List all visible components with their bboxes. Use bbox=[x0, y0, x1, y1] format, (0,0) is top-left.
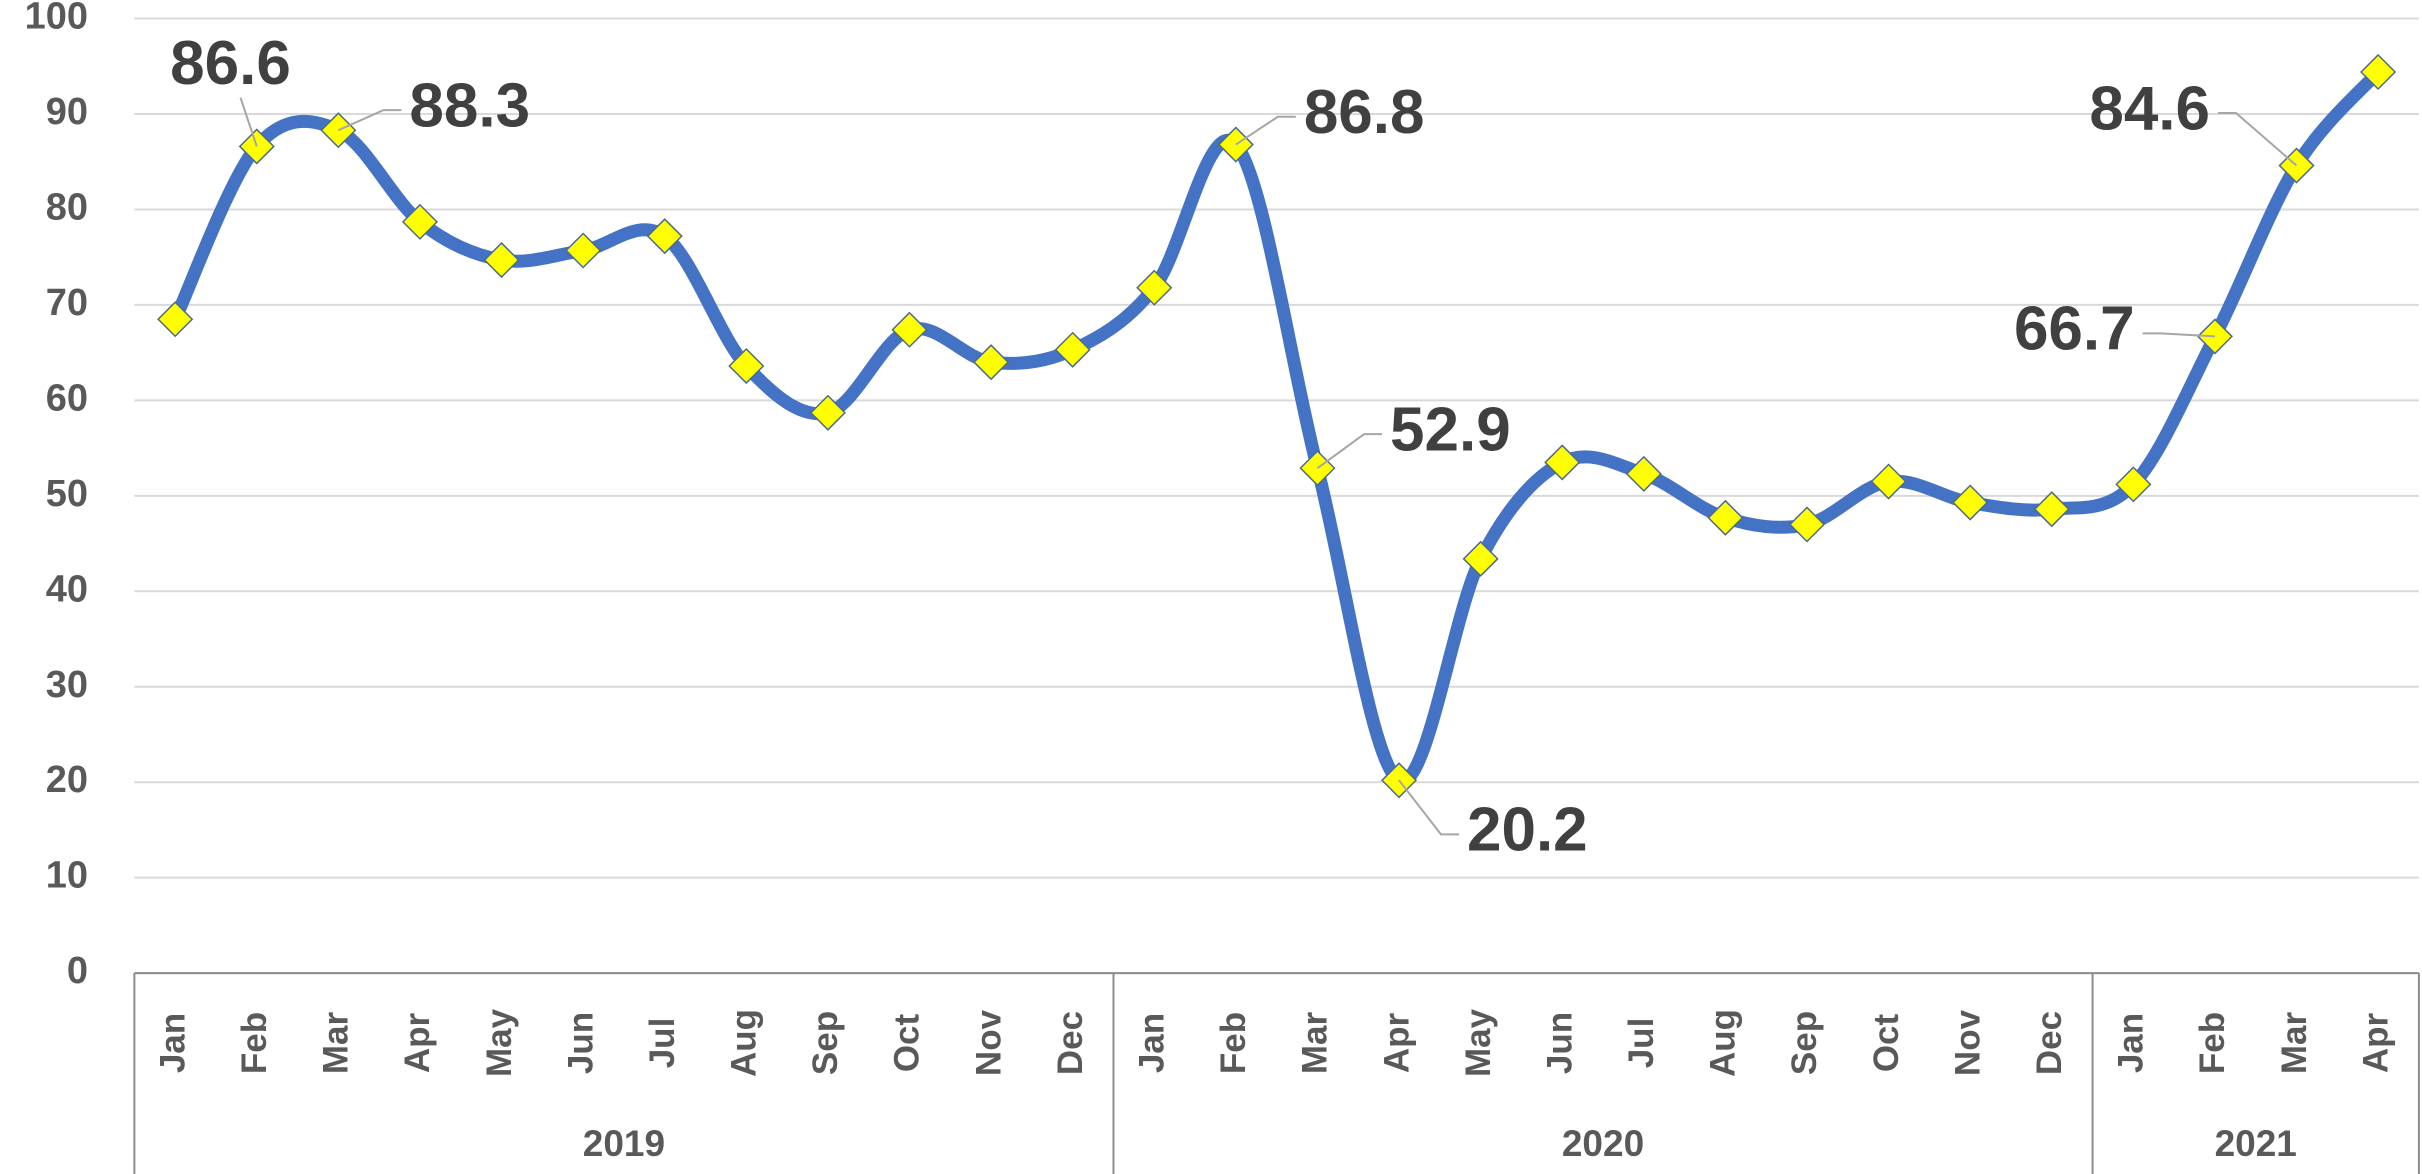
marker bbox=[1625, 455, 1662, 492]
data-label: 66.7 bbox=[2014, 295, 2135, 364]
x-tick-label: Aug bbox=[725, 1009, 764, 1077]
marker bbox=[1952, 484, 1989, 521]
x-tick-label: Jun bbox=[561, 1012, 600, 1074]
leader-line bbox=[2142, 332, 2215, 338]
marker bbox=[401, 203, 439, 240]
marker bbox=[483, 241, 520, 279]
leader-line bbox=[337, 109, 402, 132]
data-label: 86.8 bbox=[1304, 78, 1425, 147]
x-tick-label: Jul bbox=[1622, 1018, 1661, 1069]
marker bbox=[2360, 53, 2397, 91]
x-tick-label: Apr bbox=[2356, 1012, 2395, 1073]
x-tick-label: Feb bbox=[1214, 1012, 1253, 1074]
leader-line bbox=[1316, 433, 1383, 469]
x-tick-label: Mar bbox=[317, 1012, 356, 1075]
x-tick-label: Sep bbox=[1785, 1011, 1824, 1075]
marker bbox=[2196, 318, 2234, 355]
marker bbox=[2033, 491, 2070, 528]
y-tick-label: 10 bbox=[46, 855, 88, 897]
x-tick-label: Jun bbox=[1540, 1012, 1579, 1074]
x-tick-label: Feb bbox=[235, 1012, 274, 1074]
data-label: 86.6 bbox=[170, 29, 291, 98]
marker bbox=[1544, 444, 1581, 481]
marker bbox=[157, 301, 194, 338]
marker bbox=[1380, 762, 1418, 799]
y-tick-label: 80 bbox=[46, 186, 88, 228]
x-tick-label: Dec bbox=[1051, 1011, 1090, 1075]
x-tick-label: Feb bbox=[2193, 1012, 2232, 1074]
marker bbox=[1788, 506, 1826, 543]
y-tick-label: 30 bbox=[46, 664, 88, 706]
data-label: 52.9 bbox=[1390, 396, 1511, 465]
marker bbox=[1707, 499, 1744, 536]
marker bbox=[1136, 269, 1173, 306]
x-tick-label: Jan bbox=[153, 1013, 192, 1073]
x-tick-label: Oct bbox=[888, 1013, 927, 1072]
x-tick-label: Nov bbox=[969, 1009, 1008, 1076]
marker bbox=[1870, 463, 1907, 500]
y-tick-label: 70 bbox=[46, 282, 88, 324]
marker bbox=[891, 311, 928, 348]
marker bbox=[1217, 126, 1254, 163]
leader-line bbox=[2218, 112, 2298, 167]
line bbox=[168, 65, 2385, 788]
x-tick-label: Jan bbox=[1133, 1013, 1172, 1073]
leader-line bbox=[1398, 779, 1459, 836]
x-tick-label: Jul bbox=[643, 1018, 682, 1069]
x-tick-label: Apr bbox=[1377, 1012, 1416, 1073]
marker bbox=[565, 232, 602, 269]
marker bbox=[646, 218, 683, 255]
y-tick-label: 50 bbox=[46, 473, 88, 515]
x-tick-label: Oct bbox=[1867, 1013, 1906, 1072]
y-tick-label: 0 bbox=[67, 950, 88, 992]
data-label: 84.6 bbox=[2089, 74, 2210, 143]
y-tick-label: 90 bbox=[46, 91, 88, 133]
marker bbox=[973, 344, 1010, 381]
marker bbox=[238, 128, 275, 165]
group-label: 2019 bbox=[583, 1123, 665, 1164]
marker bbox=[1462, 540, 1499, 577]
leader-line bbox=[1235, 115, 1296, 146]
marker bbox=[1054, 331, 1091, 368]
y-tick-label: 100 bbox=[25, 0, 88, 38]
group-label: 2021 bbox=[2215, 1123, 2297, 1164]
y-tick-label: 40 bbox=[46, 568, 88, 610]
x-tick-label: Dec bbox=[2030, 1011, 2069, 1075]
x-tick-label: Mar bbox=[2275, 1012, 2314, 1075]
marker bbox=[2115, 466, 2152, 503]
x-tick-label: Mar bbox=[1296, 1012, 1335, 1075]
y-tick-label: 20 bbox=[46, 759, 88, 801]
x-tick-label: Nov bbox=[1948, 1009, 1987, 1076]
marker bbox=[809, 394, 846, 431]
x-tick-label: Apr bbox=[398, 1012, 437, 1073]
x-tick-label: May bbox=[1459, 1008, 1498, 1077]
group-label: 2020 bbox=[1562, 1123, 1644, 1164]
x-tick-label: Aug bbox=[1704, 1009, 1743, 1077]
x-tick-label: Sep bbox=[806, 1011, 845, 1075]
x-tick-label: May bbox=[480, 1008, 519, 1077]
marker bbox=[728, 347, 765, 385]
marker bbox=[1299, 450, 1336, 487]
data-label: 20.2 bbox=[1467, 796, 1588, 865]
y-tick-label: 60 bbox=[46, 377, 88, 419]
data-label: 88.3 bbox=[409, 72, 530, 141]
leader-line bbox=[239, 97, 258, 147]
x-tick-label: Jan bbox=[2112, 1013, 2151, 1073]
